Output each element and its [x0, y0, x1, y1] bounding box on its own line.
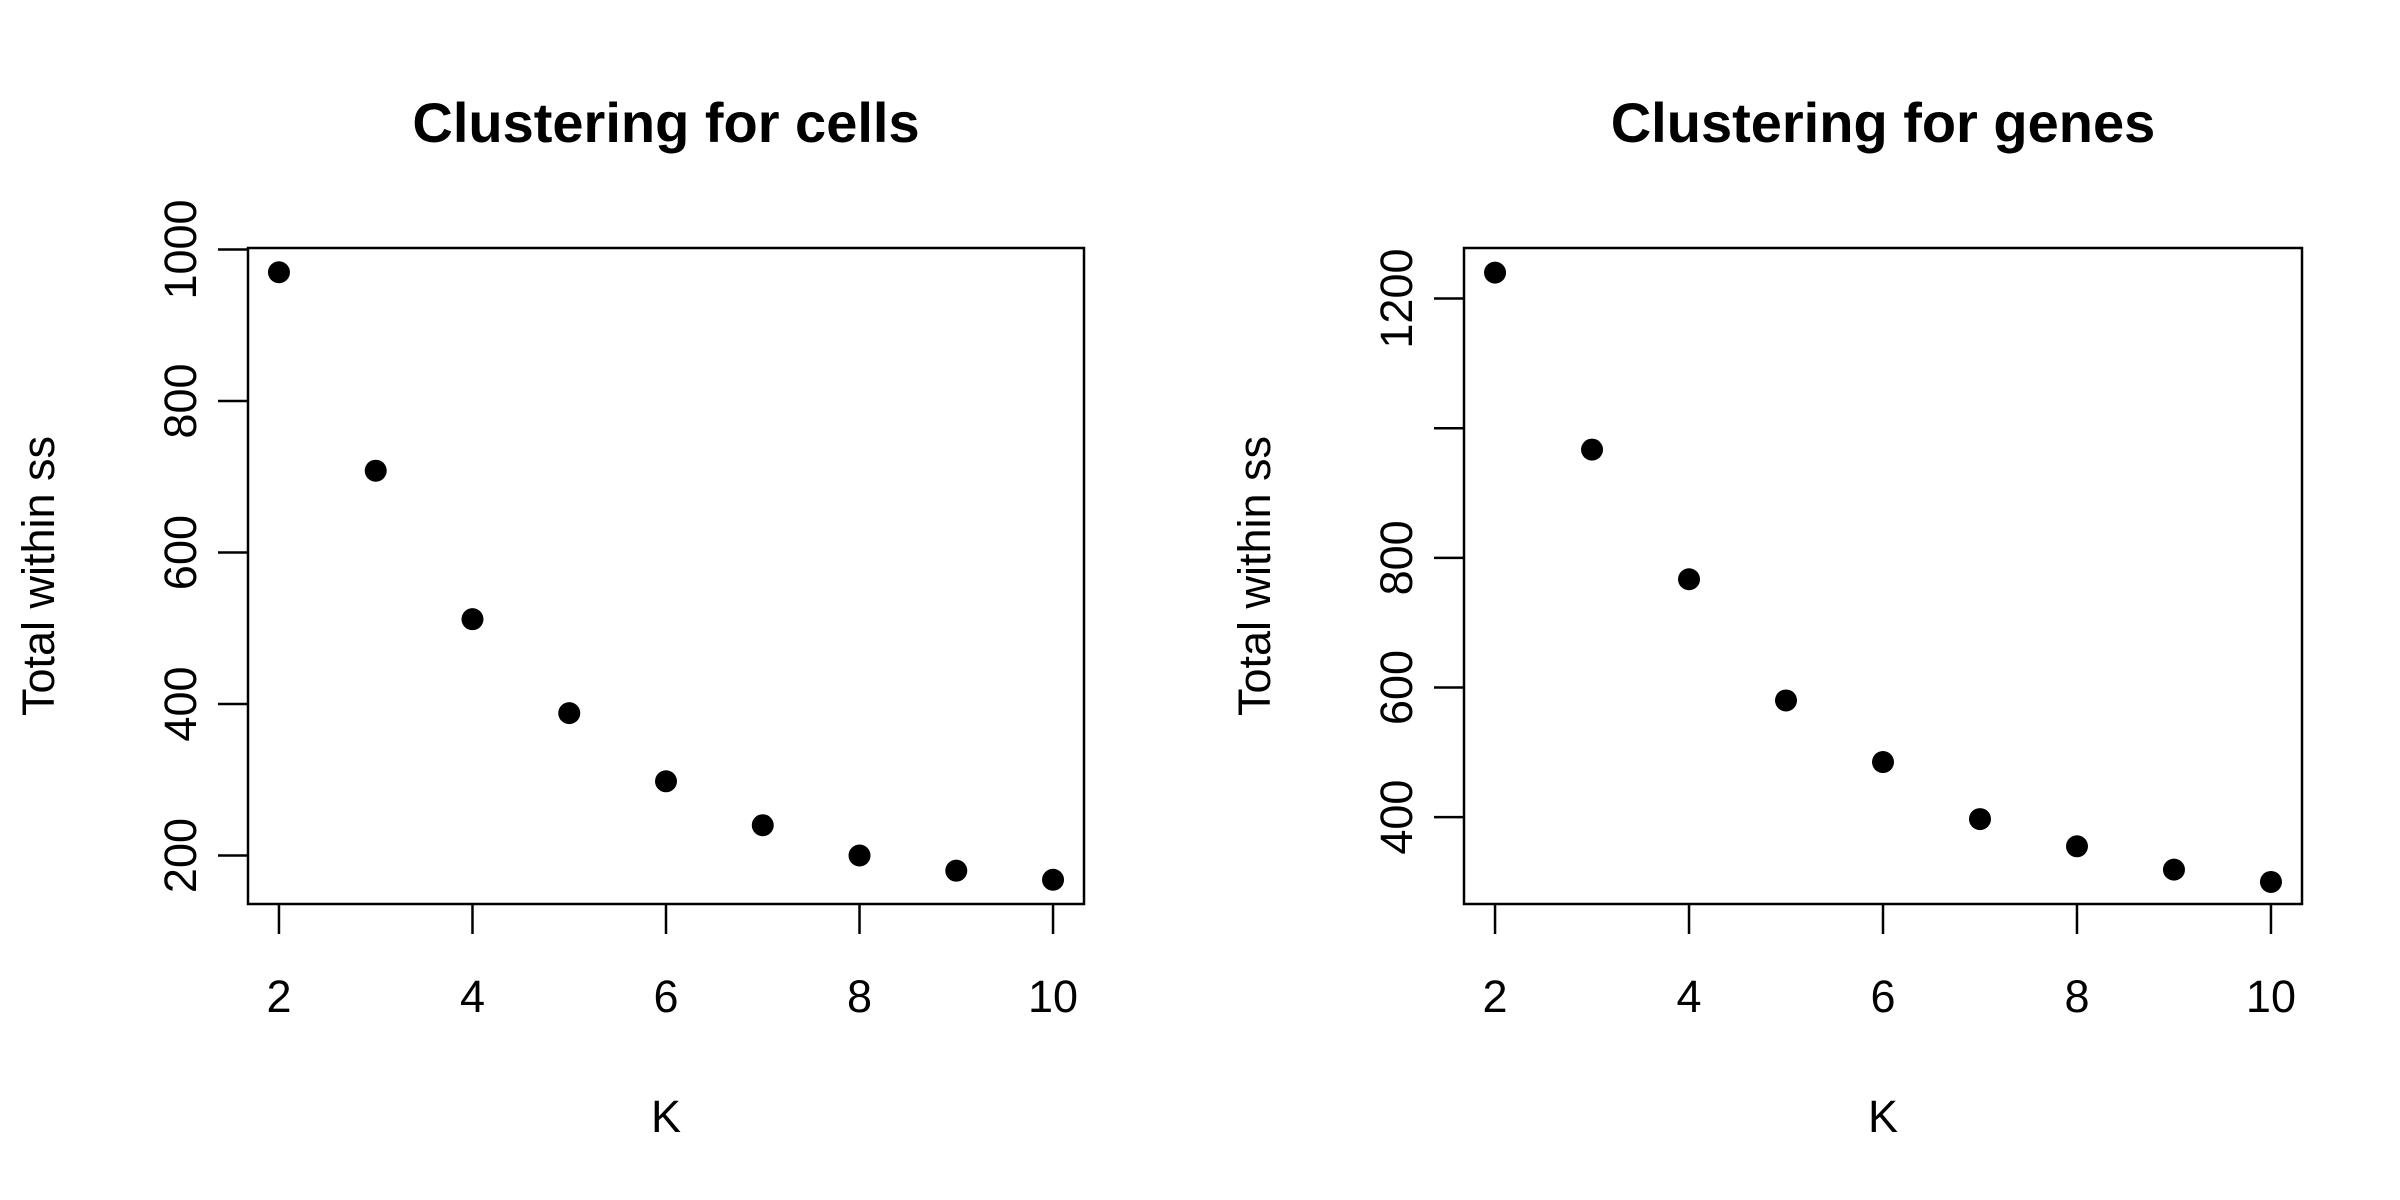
y-tick-label-genes-1200: 1200 — [1371, 249, 1422, 349]
data-point-cells-k4 — [461, 608, 484, 631]
y-axis-label-cells: Total within ss — [13, 436, 64, 716]
chart-title-cells: Clustering for cells — [412, 91, 919, 154]
x-tick-label-genes-6: 6 — [1870, 971, 1895, 1022]
x-tick-label-genes-4: 4 — [1677, 971, 1702, 1022]
panel-cells: Clustering for cells 2 4 6 8 10 200 400 600 800 10… — [13, 91, 1086, 1142]
y-tick-label-cells-200: 200 — [155, 818, 206, 893]
y-tick-label-cells-800: 800 — [155, 363, 206, 438]
y-axis-label-genes: Total within ss — [1229, 436, 1280, 716]
data-point-cells-k9 — [945, 859, 968, 882]
y-tick-label-cells-400: 400 — [155, 666, 206, 741]
data-point-genes-k5 — [1775, 689, 1798, 712]
y-tick-label-genes-600: 600 — [1371, 650, 1422, 725]
y-tick-label-genes-400: 400 — [1371, 780, 1422, 855]
y-tick-label-cells-600: 600 — [155, 515, 206, 590]
x-tick-label-cells-6: 6 — [653, 971, 678, 1022]
data-point-genes-k4 — [1678, 568, 1701, 591]
x-axis-label-cells: K — [651, 1091, 681, 1142]
data-point-cells-k2 — [267, 261, 290, 284]
x-axis-label-genes: K — [1868, 1091, 1898, 1142]
x-tick-label-genes-10: 10 — [2246, 971, 2296, 1022]
x-tick-label-genes-8: 8 — [2064, 971, 2089, 1022]
plot-frame-cells — [246, 246, 1086, 906]
data-point-cells-k5 — [558, 702, 581, 725]
x-tick-label-cells-2: 2 — [266, 971, 291, 1022]
x-tick-label-cells-4: 4 — [460, 971, 485, 1022]
x-tick-label-cells-10: 10 — [1028, 971, 1078, 1022]
data-point-cells-k10 — [1042, 868, 1065, 891]
data-point-genes-k8 — [2065, 835, 2088, 858]
panel-genes: Clustering for genes 2 4 6 8 10 400 600 800 1200 K… — [1229, 91, 2304, 1142]
x-tick-label-genes-2: 2 — [1483, 971, 1508, 1022]
chart-title-genes: Clustering for genes — [1611, 91, 2156, 154]
data-point-genes-k2 — [1484, 261, 1507, 284]
x-tick-label-cells-8: 8 — [847, 971, 872, 1022]
plot-frame-genes — [1462, 246, 2304, 906]
data-point-genes-k7 — [1968, 808, 1991, 831]
data-point-cells-k6 — [655, 770, 677, 793]
data-point-cells-k7 — [751, 814, 774, 837]
data-point-genes-k9 — [2162, 858, 2185, 881]
data-point-cells-k3 — [364, 459, 387, 482]
data-point-genes-k10 — [2259, 870, 2282, 893]
y-tick-label-genes-800: 800 — [1371, 520, 1422, 595]
y-tick-label-cells-1000: 1000 — [155, 199, 206, 299]
data-point-cells-k8 — [848, 844, 871, 867]
data-point-genes-k3 — [1581, 438, 1604, 461]
data-point-genes-k6 — [1872, 751, 1894, 774]
